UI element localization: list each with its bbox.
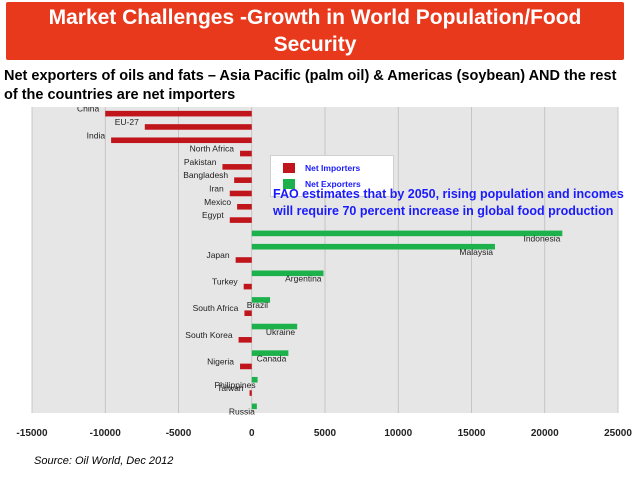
- category-label: EU-27: [115, 117, 139, 127]
- legend-swatch-importers: [283, 163, 295, 173]
- legend-item-exporters: Net Exporters: [283, 179, 361, 189]
- bar: [251, 376, 258, 383]
- bar: [111, 137, 252, 144]
- legend-label-importers: Net Importers: [305, 163, 361, 173]
- bar: [229, 190, 252, 197]
- category-label: Nigeria: [207, 356, 234, 366]
- x-tick-label: -10000: [90, 428, 122, 439]
- category-label: Indonesia: [523, 234, 560, 244]
- category-label: Canada: [257, 353, 287, 363]
- category-label: Iran: [209, 183, 224, 193]
- bar: [105, 110, 252, 117]
- category-label: Russia: [229, 407, 255, 417]
- x-tick-label: 20000: [531, 428, 559, 439]
- bar: [251, 323, 298, 330]
- bar: [251, 230, 563, 237]
- category-label: North Africa: [190, 144, 235, 154]
- fao-annotation: FAO estimates that by 2050, rising popul…: [273, 187, 624, 218]
- source-note: Source: Oil World, Dec 2012: [34, 455, 174, 467]
- bar: [237, 203, 252, 210]
- legend-swatch-exporters: [283, 179, 295, 189]
- category-label: Brazil: [247, 300, 268, 310]
- legend-label-exporters: Net Exporters: [305, 179, 361, 189]
- slide-title: Market Challenges -Growth in World Popul…: [48, 6, 582, 56]
- bar: [251, 243, 495, 250]
- bar: [222, 164, 252, 170]
- bar: [251, 350, 289, 356]
- x-tick-label: -5000: [166, 428, 192, 439]
- chart-legend: Net Importers Net Exporters: [270, 155, 394, 197]
- category-label: Turkey: [212, 277, 238, 287]
- x-tick-label: 0: [249, 428, 255, 439]
- bar: [238, 337, 252, 343]
- category-label: Egypt: [202, 210, 224, 220]
- category-label: Mexico: [204, 197, 231, 207]
- bar: [251, 403, 257, 410]
- category-label: Ukraine: [266, 327, 296, 337]
- x-tick-label: 10000: [384, 428, 412, 439]
- category-label: India: [87, 130, 106, 140]
- x-tick-label: 25000: [604, 428, 632, 439]
- category-label: Japan: [206, 250, 229, 260]
- bar: [240, 150, 252, 157]
- slide-subtitle: Net exporters of oils and fats – Asia Pa…: [4, 68, 617, 103]
- bar: [249, 390, 252, 396]
- category-label: South Korea: [185, 330, 233, 340]
- category-label: Pakistan: [184, 157, 217, 167]
- category-label: Philippines: [214, 380, 255, 390]
- x-tick-label: 15000: [458, 428, 486, 439]
- category-label: China: [77, 107, 99, 114]
- bar: [235, 257, 252, 263]
- category-label: Taiwan: [217, 383, 244, 393]
- category-label: Malaysia: [459, 247, 493, 257]
- bar: [234, 177, 252, 183]
- title-banner: [6, 2, 624, 60]
- bar: [243, 283, 252, 290]
- bar: [240, 363, 252, 370]
- bar: [251, 297, 271, 303]
- bar: [251, 270, 324, 277]
- category-label: Bangladesh: [183, 170, 228, 180]
- category-label: South Africa: [193, 303, 239, 313]
- bar: [229, 217, 252, 223]
- category-label: Argentina: [285, 274, 322, 284]
- bar: [144, 124, 252, 130]
- bar: [244, 310, 252, 317]
- legend-item-importers: Net Importers: [283, 163, 360, 173]
- x-tick-label: -15000: [16, 428, 48, 439]
- x-tick-label: 5000: [314, 428, 337, 439]
